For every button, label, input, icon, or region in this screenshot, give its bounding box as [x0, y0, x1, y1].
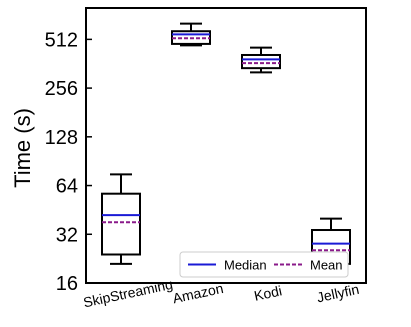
legend-label-mean: Mean: [310, 258, 343, 273]
y-axis-label: Time (s): [10, 108, 35, 188]
y-tick-label: 128: [45, 127, 78, 149]
box-skipstreaming: [101, 173, 141, 265]
y-axis-ticks: 16 32 64 128 256 512: [45, 29, 92, 295]
plot-frame: [85, 7, 367, 284]
x-category-label: Kodi: [253, 282, 284, 303]
boxes: [101, 22, 351, 276]
y-tick-label: 64: [56, 176, 78, 198]
y-tick-label: 256: [45, 78, 78, 100]
y-tick-label: 16: [56, 273, 78, 295]
x-category-label: Jellyfin: [315, 281, 360, 306]
legend-label-median: Median: [224, 258, 267, 273]
box-iqr: [241, 53, 281, 70]
legend: Median Mean: [179, 251, 349, 278]
y-tick-label: 512: [45, 29, 78, 51]
x-category-label: SkipStreaming: [82, 276, 174, 311]
box-iqr: [101, 192, 141, 256]
y-tick-label: 32: [56, 224, 78, 246]
legend-box: [179, 251, 349, 278]
box-kodi: [241, 46, 281, 74]
box-amazon: [171, 22, 211, 47]
